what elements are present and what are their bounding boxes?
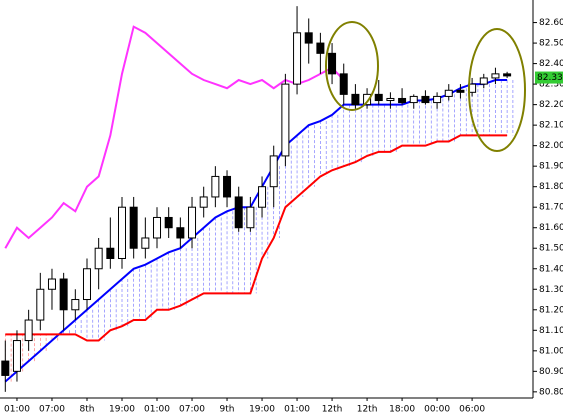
x-tick-label: 19:00 — [249, 405, 275, 415]
candle-body — [374, 93, 383, 102]
candle-body — [339, 73, 348, 95]
x-tick-label: 01:00 — [144, 405, 170, 415]
y-tick-label: 81.700 — [539, 203, 563, 213]
candle-body — [479, 77, 488, 85]
x-tick-label: 8th — [80, 405, 95, 415]
y-tick-label: 80.800 — [539, 387, 563, 397]
y-tick-label: 81.100 — [539, 326, 563, 336]
candle-body — [153, 216, 162, 239]
y-tick-label: 81.300 — [539, 285, 563, 295]
candle-body — [36, 288, 45, 321]
candle-body — [269, 155, 278, 188]
y-tick-label: 82.000 — [539, 141, 563, 151]
candle-body — [223, 175, 232, 198]
candle-body — [47, 278, 56, 290]
candle-body — [444, 89, 453, 97]
candle-body — [106, 247, 115, 259]
y-tick-label: 82.500 — [539, 39, 563, 49]
candle-body — [1, 360, 10, 376]
candle-body — [234, 196, 243, 229]
x-tick-label: 01:00 — [284, 405, 310, 415]
candle-body — [316, 42, 325, 54]
candle-body — [491, 73, 500, 79]
y-tick-label: 82.300 — [539, 80, 563, 90]
candle-body — [258, 186, 267, 208]
candle-body — [433, 95, 442, 104]
candle-body — [71, 299, 80, 311]
line-series — [5, 134, 508, 342]
candle-body — [118, 206, 126, 259]
line-series — [4, 25, 345, 249]
x-tick-label: 18:00 — [389, 405, 415, 415]
candle-body — [246, 206, 255, 229]
candle-body — [176, 227, 185, 239]
candle-body — [398, 97, 407, 104]
candle-body — [456, 89, 465, 93]
x-tick-label: 12th — [357, 405, 378, 415]
candle-body — [129, 206, 138, 249]
candle-body — [211, 175, 220, 198]
candle-body — [164, 216, 173, 229]
y-tick-label: 82.200 — [539, 100, 563, 110]
candle-body — [188, 206, 197, 239]
candle-body — [304, 32, 313, 44]
candle-body — [24, 319, 33, 342]
price-marker-box — [535, 71, 563, 84]
highlight-ellipse — [468, 28, 526, 152]
candle-body — [141, 237, 150, 249]
x-tick-label: 07:00 — [179, 405, 205, 415]
y-tick-label: 81.800 — [539, 182, 563, 192]
candle-body — [351, 93, 360, 106]
candle-body — [59, 278, 68, 311]
highlight-ellipse — [325, 21, 379, 111]
candle-body — [409, 95, 418, 104]
y-tick-label: 81.400 — [539, 264, 563, 274]
x-tick-label: 07:00 — [39, 405, 65, 415]
price-marker-label: 82.332 — [537, 73, 563, 83]
candle-body — [12, 340, 21, 372]
x-tick-label: 01:00 — [4, 405, 30, 415]
x-tick-label: 00:00 — [424, 405, 450, 415]
y-tick-label: 81.200 — [539, 305, 563, 315]
candle-body — [421, 95, 430, 104]
y-tick-label: 82.400 — [539, 59, 563, 69]
candle-body — [281, 83, 290, 157]
y-tick-label: 82.600 — [539, 18, 563, 28]
x-tick-label: 19:00 — [109, 405, 135, 415]
y-tick-label: 82.100 — [539, 121, 563, 131]
x-tick-label: 12th — [322, 405, 343, 415]
candle-body — [94, 247, 103, 270]
y-tick-label: 81.600 — [539, 223, 563, 233]
x-tick-label: 06:00 — [459, 405, 485, 415]
y-tick-label: 80.900 — [539, 367, 563, 377]
candle-body — [199, 196, 208, 208]
candle-body — [503, 73, 512, 77]
x-tick-label: 9th — [220, 405, 235, 415]
candle-body — [82, 268, 91, 301]
candle-body — [363, 93, 372, 106]
y-tick-label: 81.900 — [539, 162, 563, 172]
y-tick-label: 81.500 — [539, 244, 563, 254]
y-tick-label: 81.000 — [539, 346, 563, 356]
candle-body — [386, 97, 395, 102]
plot-area — [1, 6, 514, 392]
candle-body — [293, 32, 302, 85]
candle-body — [328, 52, 337, 75]
